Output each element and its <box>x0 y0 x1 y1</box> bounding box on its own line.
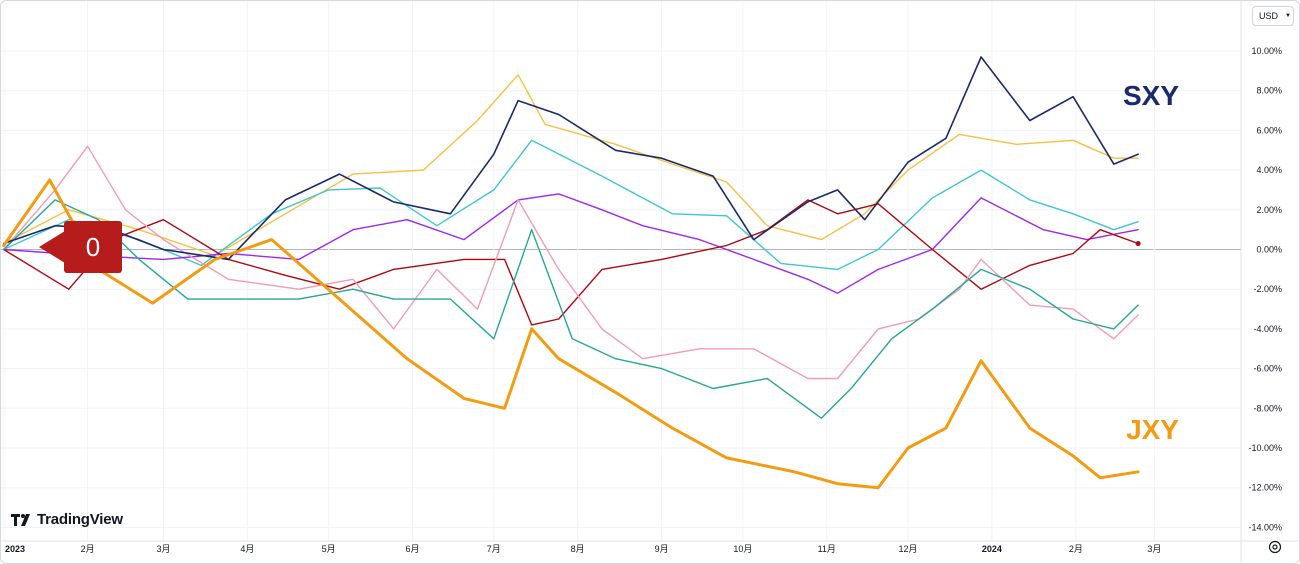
settings-icon[interactable] <box>1268 540 1282 554</box>
marker-pointer <box>39 231 65 263</box>
x-tick-label: 3月 <box>1147 544 1161 554</box>
series-line <box>3 199 1139 326</box>
x-tick-label: 2024 <box>982 544 1002 554</box>
y-tick-label: 6.00% <box>1256 125 1282 135</box>
series-line-sxy <box>2 56 1139 261</box>
currency-label: USD <box>1259 11 1279 21</box>
x-tick-label: 12月 <box>898 544 917 554</box>
x-tick-label: 6月 <box>406 544 420 554</box>
series-line <box>3 139 1139 271</box>
x-tick-label: 7月 <box>487 544 501 554</box>
x-tick-label: 4月 <box>240 544 254 554</box>
series-line <box>3 199 1139 419</box>
series-end-dot <box>1135 241 1141 247</box>
logo-text: TradingView <box>37 511 123 528</box>
x-tick-label: 2月 <box>81 544 95 554</box>
zero-marker: 0 <box>64 221 122 273</box>
y-tick-label: 0.00% <box>1256 245 1282 255</box>
y-tick-label: -4.00% <box>1253 324 1282 334</box>
series-lines <box>2 56 1141 490</box>
y-tick-label: -2.00% <box>1253 284 1282 294</box>
y-tick-label: 4.00% <box>1256 165 1282 175</box>
y-tick-label: -14.00% <box>1248 522 1282 532</box>
series-labels: SXY JXY <box>1123 80 1179 445</box>
series-label-jxy: JXY <box>1126 414 1179 445</box>
chevron-down-icon: ▼ <box>1285 13 1291 19</box>
series-line <box>3 74 1139 257</box>
series-line <box>3 145 1139 380</box>
x-tick-label: 8月 <box>571 544 585 554</box>
x-tick-label: 11月 <box>818 544 836 554</box>
x-tick-label: 3月 <box>156 544 170 554</box>
y-tick-label: 8.00% <box>1256 86 1282 96</box>
tradingview-logo[interactable]: TradingView <box>11 511 123 528</box>
series-line-jxy <box>2 178 1140 490</box>
currency-selector[interactable]: USD ▼ <box>1252 6 1294 26</box>
y-tick-label: 2.00% <box>1256 205 1282 215</box>
y-axis: 10.00% 8.00% 6.00% 4.00% 2.00% 0.00% -2.00% -4.… <box>1248 46 1282 532</box>
x-tick-label: 10月 <box>733 544 752 554</box>
series-line <box>3 193 1139 294</box>
x-axis: 2023 2月 3月 4月 5月 6月 7月 8月 9月 10月 11月 12月 2024 2月 3月 <box>5 544 1161 554</box>
y-tick-label: -6.00% <box>1253 364 1282 374</box>
x-tick-label: 9月 <box>655 544 669 554</box>
x-tick-label: 5月 <box>322 544 336 554</box>
x-tick-label: 2023 <box>5 544 25 554</box>
y-tick-label: -10.00% <box>1248 443 1282 453</box>
series-label-sxy: SXY <box>1123 80 1179 111</box>
tradingview-icon <box>11 513 30 526</box>
y-tick-label: 10.00% <box>1251 46 1282 56</box>
y-tick-label: -8.00% <box>1253 403 1282 413</box>
x-tick-label: 2月 <box>1069 544 1083 554</box>
y-tick-label: -12.00% <box>1248 483 1282 493</box>
